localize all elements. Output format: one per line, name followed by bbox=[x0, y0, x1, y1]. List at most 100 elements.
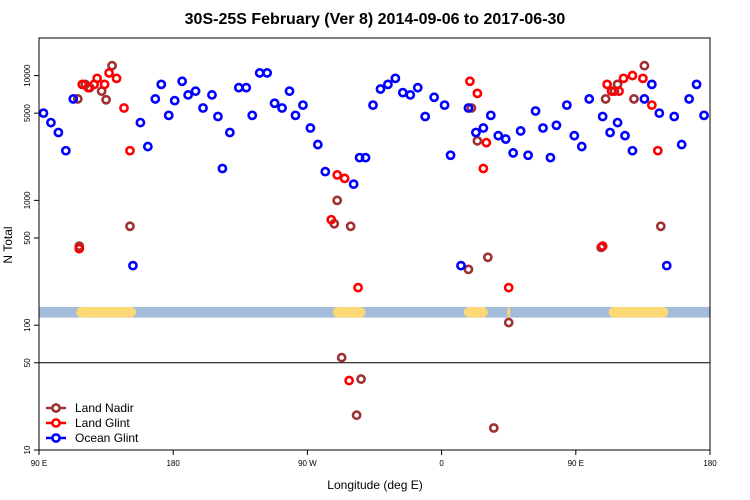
land-glint-point bbox=[326, 214, 337, 225]
ocean-glint-point bbox=[60, 145, 71, 156]
land-glint-point bbox=[119, 103, 129, 113]
ocean-glint-point bbox=[68, 94, 79, 104]
ocean-glint-point bbox=[676, 139, 687, 150]
land-nadir-point bbox=[482, 252, 493, 263]
ocean-glint-point bbox=[233, 82, 244, 93]
land-nadir-point bbox=[488, 423, 499, 433]
ocean-glint-point bbox=[213, 111, 223, 122]
ocean-glint-point bbox=[163, 110, 174, 121]
ocean-glint-point bbox=[569, 130, 580, 141]
x-tick-label: 0 bbox=[439, 459, 444, 468]
ocean-band bbox=[39, 306, 710, 318]
land-segment bbox=[463, 306, 488, 318]
ocean-glint-point bbox=[254, 68, 265, 78]
legend-label-ocean-glint: Ocean Glint bbox=[75, 431, 139, 445]
ocean-glint-point bbox=[190, 86, 201, 97]
ocean-glint-point bbox=[493, 130, 504, 141]
land-glint-point bbox=[99, 79, 110, 90]
ocean-glint-point bbox=[470, 127, 481, 138]
land-glint-point bbox=[646, 100, 657, 110]
land-nadir-point bbox=[332, 195, 343, 206]
land-nadir-point bbox=[629, 94, 639, 104]
ocean-glint-point bbox=[561, 100, 572, 110]
x-axis-ticks: 90 E 180 90 W 0 90 E 180 bbox=[31, 450, 717, 468]
ocean-glint-point bbox=[198, 103, 208, 113]
y-tick-label: 5000 bbox=[23, 104, 32, 122]
land-glint-point bbox=[481, 137, 492, 148]
land-nadir-point bbox=[101, 94, 111, 105]
ocean-glint-point bbox=[576, 141, 587, 152]
land-segment bbox=[332, 306, 366, 318]
ocean-glint-point bbox=[53, 127, 64, 138]
y-tick-label: 10000 bbox=[23, 64, 32, 87]
land-nadir-point bbox=[351, 410, 362, 421]
land-glint-point bbox=[597, 241, 608, 252]
ocean-glint-point bbox=[241, 82, 252, 93]
legend-marker-land-glint bbox=[51, 418, 61, 428]
chart-title: 30S-25S February (Ver 8) 2014-09-06 to 2… bbox=[185, 11, 566, 28]
land-glint-point bbox=[652, 145, 663, 156]
ocean-glint-point bbox=[183, 90, 194, 100]
legend-label-land-nadir: Land Nadir bbox=[75, 401, 134, 415]
ocean-glint-point bbox=[646, 79, 657, 90]
land-glint-point bbox=[472, 88, 483, 99]
land-glint-point bbox=[332, 170, 343, 180]
ocean-glint-point bbox=[699, 110, 709, 121]
land-nadir-point bbox=[463, 264, 474, 275]
ocean-glint-point bbox=[298, 100, 308, 110]
land-glint-point bbox=[104, 68, 114, 78]
land-nadir-point bbox=[72, 94, 83, 104]
ocean-glint-point bbox=[515, 126, 526, 136]
land-glint-point bbox=[344, 375, 355, 386]
ocean-glint-point bbox=[530, 106, 541, 116]
ocean-glint-point bbox=[135, 117, 146, 128]
land-nadir-point bbox=[125, 221, 135, 232]
land-glint-point bbox=[111, 73, 122, 84]
land-nadir-point bbox=[345, 221, 356, 232]
y-axis-ticks: 10 50 100 500 1000 5000 10000 bbox=[23, 64, 39, 454]
ocean-glint-point bbox=[290, 110, 301, 121]
ocean-glint-point bbox=[500, 134, 511, 144]
ocean-glint-point bbox=[262, 68, 273, 78]
ocean-glint-point bbox=[597, 111, 608, 122]
ocean-glint-point bbox=[156, 79, 167, 90]
x-axis-label: Longitude (deg E) bbox=[327, 478, 422, 492]
ocean-glint-point bbox=[612, 117, 623, 128]
ocean-glint-point bbox=[150, 94, 161, 104]
ocean-glint-point bbox=[247, 110, 258, 121]
ocean-glint-point bbox=[169, 95, 180, 106]
land-nadir-point bbox=[336, 352, 347, 363]
ocean-glint-point bbox=[269, 98, 280, 109]
ocean-glint-point bbox=[305, 123, 316, 133]
land-nadir-point bbox=[503, 317, 514, 328]
ocean-glint-point bbox=[360, 152, 371, 163]
land-glint-point bbox=[478, 163, 489, 174]
ocean-glint-point bbox=[375, 84, 386, 94]
land-glint-point bbox=[614, 86, 624, 97]
ocean-glint-point bbox=[390, 73, 401, 84]
land-nadir-point bbox=[639, 60, 650, 71]
ocean-glint-point bbox=[46, 117, 56, 128]
ocean-glint-point bbox=[38, 108, 49, 119]
ocean-glint-point bbox=[368, 100, 378, 110]
ocean-glint-point bbox=[439, 100, 450, 110]
x-tick-label: 90 E bbox=[31, 459, 47, 468]
ocean-glint-point bbox=[224, 127, 235, 138]
ocean-glint-point bbox=[463, 103, 474, 113]
legend-marker-land-nadir bbox=[51, 403, 61, 413]
x-tick-label: 180 bbox=[167, 459, 181, 468]
land-segment bbox=[608, 306, 669, 318]
ocean-glint-point bbox=[128, 260, 138, 271]
ocean-glint-point bbox=[523, 150, 533, 161]
ocean-glint-point bbox=[620, 130, 630, 141]
ocean-glint-point bbox=[142, 141, 153, 152]
land-nadir-point bbox=[356, 374, 366, 384]
ocean-glint-point bbox=[639, 94, 650, 104]
ocean-glint-point bbox=[545, 152, 556, 163]
ocean-glint-point bbox=[508, 148, 519, 158]
land-nadir-point bbox=[472, 135, 483, 146]
ocean-glint-point bbox=[412, 82, 423, 93]
x-tick-label: 90 E bbox=[568, 459, 584, 468]
land-glint-point bbox=[503, 282, 514, 293]
